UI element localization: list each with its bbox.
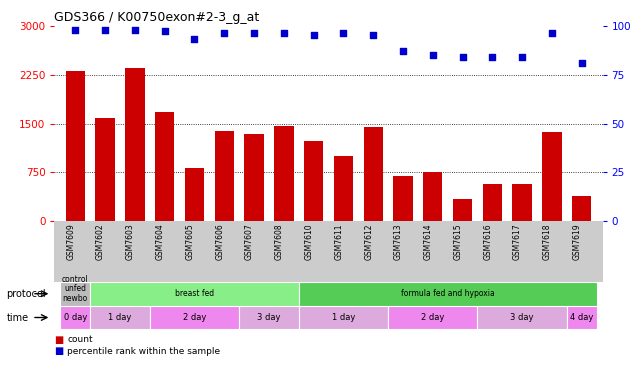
Text: GSM7617: GSM7617 xyxy=(513,223,522,260)
Point xyxy=(517,54,528,60)
Bar xyxy=(96,118,115,221)
Point xyxy=(428,52,438,58)
Point xyxy=(160,29,170,34)
Text: GSM7603: GSM7603 xyxy=(126,223,135,260)
Text: GSM7610: GSM7610 xyxy=(304,223,313,260)
Text: formula fed and hypoxia: formula fed and hypoxia xyxy=(401,289,494,298)
Text: GSM7616: GSM7616 xyxy=(483,223,492,260)
Text: GSM7613: GSM7613 xyxy=(394,223,403,260)
Bar xyxy=(65,71,85,221)
Point xyxy=(458,54,468,60)
Point xyxy=(547,30,557,36)
Text: GDS366 / K00750exon#2-3_g_at: GDS366 / K00750exon#2-3_g_at xyxy=(54,11,260,25)
Text: GSM7618: GSM7618 xyxy=(543,223,552,260)
Text: 1 day: 1 day xyxy=(332,313,355,322)
Bar xyxy=(363,127,383,221)
Point xyxy=(71,27,81,33)
Text: count: count xyxy=(67,335,93,344)
Text: GSM7605: GSM7605 xyxy=(185,223,194,260)
Text: ■: ■ xyxy=(54,346,63,356)
Text: 0 day: 0 day xyxy=(63,313,87,322)
Bar xyxy=(299,282,597,306)
Text: GSM7606: GSM7606 xyxy=(215,223,224,260)
Text: 2 day: 2 day xyxy=(421,313,444,322)
Bar xyxy=(334,156,353,221)
Text: GSM7612: GSM7612 xyxy=(364,223,373,260)
Point xyxy=(308,33,319,38)
Point xyxy=(368,33,378,38)
Bar xyxy=(483,184,502,221)
Bar xyxy=(512,184,532,221)
Point xyxy=(338,30,349,36)
Text: GSM7608: GSM7608 xyxy=(275,223,284,260)
Point xyxy=(279,30,289,36)
Text: time: time xyxy=(6,313,29,322)
Text: GSM7607: GSM7607 xyxy=(245,223,254,260)
Text: GSM7614: GSM7614 xyxy=(424,223,433,260)
Text: GSM7604: GSM7604 xyxy=(156,223,165,260)
Bar xyxy=(478,306,567,329)
Bar xyxy=(125,68,145,221)
Point xyxy=(576,60,587,66)
Text: ■: ■ xyxy=(54,335,63,345)
Bar xyxy=(244,134,263,221)
Bar xyxy=(542,132,562,221)
Text: breast fed: breast fed xyxy=(175,289,214,298)
Bar xyxy=(274,127,294,221)
Bar xyxy=(150,306,239,329)
Point xyxy=(487,54,497,60)
Text: 3 day: 3 day xyxy=(257,313,281,322)
Bar xyxy=(394,176,413,221)
Text: 3 day: 3 day xyxy=(510,313,534,322)
Bar xyxy=(90,306,150,329)
Text: 1 day: 1 day xyxy=(108,313,131,322)
Bar xyxy=(388,306,478,329)
Point xyxy=(249,30,259,36)
Point xyxy=(398,48,408,54)
Point xyxy=(189,36,199,42)
Bar xyxy=(572,196,592,221)
Text: GSM7609: GSM7609 xyxy=(66,223,76,260)
Text: protocol: protocol xyxy=(6,289,46,299)
Bar xyxy=(239,306,299,329)
Bar xyxy=(155,112,174,221)
Text: GSM7619: GSM7619 xyxy=(572,223,581,260)
Text: 2 day: 2 day xyxy=(183,313,206,322)
Point xyxy=(219,30,229,36)
Bar xyxy=(60,282,90,306)
Bar xyxy=(453,199,472,221)
Text: control
unfed
newbo
rn: control unfed newbo rn xyxy=(62,274,88,313)
Text: GSM7602: GSM7602 xyxy=(96,223,105,260)
Text: 4 day: 4 day xyxy=(570,313,594,322)
Text: GSM7611: GSM7611 xyxy=(335,223,344,260)
Bar xyxy=(299,306,388,329)
Bar xyxy=(304,141,323,221)
Bar xyxy=(215,131,234,221)
Bar xyxy=(90,282,299,306)
Bar xyxy=(185,168,204,221)
Text: percentile rank within the sample: percentile rank within the sample xyxy=(67,347,221,356)
Bar xyxy=(567,306,597,329)
Point xyxy=(129,27,140,33)
Text: GSM7615: GSM7615 xyxy=(454,223,463,260)
Point xyxy=(100,27,110,33)
Bar xyxy=(60,306,90,329)
Bar xyxy=(423,172,442,221)
